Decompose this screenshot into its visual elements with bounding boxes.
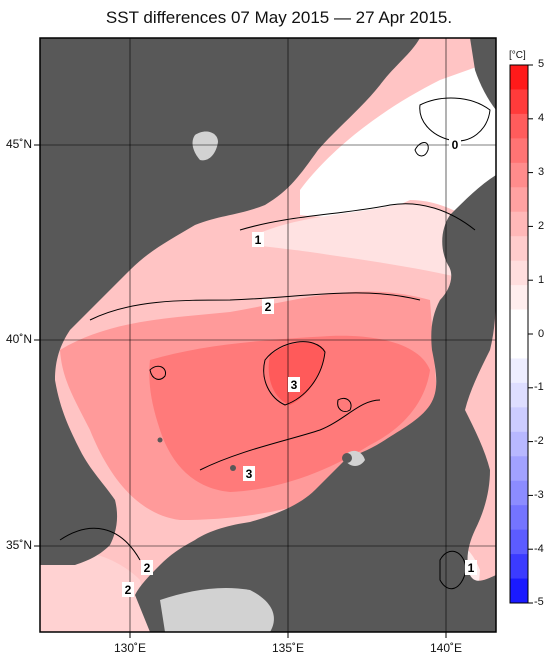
map-frame — [39, 37, 497, 633]
contour-label-2-south-b: 2 — [125, 583, 132, 597]
lon-label-135: 135˚E — [272, 641, 305, 655]
colorbar-tick-minus2: -2 — [534, 435, 544, 447]
lat-label-45: 45˚N — [6, 137, 33, 151]
colorbar-segment — [510, 236, 528, 262]
colorbar-segment — [510, 113, 528, 139]
land-japan — [135, 175, 496, 632]
no-data-inland-sea — [160, 588, 274, 632]
colorbar-segment — [510, 138, 528, 164]
colorbar-segment — [510, 456, 528, 482]
colorbar-tick-5: 5 — [538, 58, 545, 70]
contour-lines — [59, 97, 491, 590]
axis-ticks — [34, 144, 447, 638]
colorbar-segment — [510, 480, 528, 506]
colorbar-tick-2: 2 — [538, 220, 545, 232]
colorbar-tick-minus5: -5 — [534, 596, 544, 608]
lon-label-140: 140˚E — [430, 641, 463, 655]
colorbar-tick-1: 1 — [538, 274, 545, 286]
sea-zone-plus4 — [268, 342, 325, 405]
contour-label-3-center: 3 — [291, 378, 298, 392]
contour-0-a — [414, 142, 429, 157]
contour-0-b — [419, 97, 491, 142]
sea-zone-near-zero — [300, 60, 496, 240]
colorbar-segment — [510, 382, 528, 408]
colorbar-segment — [510, 431, 528, 457]
colorbar-segment — [510, 554, 528, 580]
contour-label-2-north: 2 — [265, 300, 272, 314]
contour-label-3-south: 3 — [246, 467, 253, 481]
map-title: SST differences 07 May 2015 — 27 Apr 201… — [105, 8, 453, 27]
contour-1-north — [239, 203, 476, 231]
contour-label-1-north: 1 — [255, 233, 262, 247]
colorbar-segment — [510, 334, 528, 359]
contour-label-0: 0 — [452, 138, 459, 152]
sea-zone-south — [40, 551, 150, 632]
no-data-lake — [192, 131, 218, 161]
contour-label-box — [252, 232, 264, 247]
sea-zone-plus3 — [149, 335, 431, 492]
colorbar-segment — [510, 187, 528, 213]
contour-label-box — [141, 560, 153, 575]
island-sado — [342, 453, 352, 463]
colorbar-segment — [510, 309, 528, 335]
colorbar-segment — [510, 505, 528, 531]
colorbar-tick-3: 3 — [538, 166, 545, 178]
colorbar-segment — [510, 260, 528, 286]
sea-zone-light — [255, 204, 480, 280]
contour-3-south — [199, 399, 381, 471]
colorbar-tick-4: 4 — [538, 112, 545, 124]
contour-label-box — [243, 466, 255, 481]
colorbar-segment — [510, 65, 528, 90]
colorbar-segment — [510, 358, 528, 384]
contour-2-south — [59, 527, 141, 561]
contour-3-center — [263, 341, 326, 406]
contour-label-2-south-a: 2 — [144, 561, 151, 575]
colorbar-segment — [510, 211, 528, 237]
contour-2-north — [89, 292, 421, 321]
contour-label-box — [262, 299, 274, 314]
colorbar-frame — [509, 64, 529, 604]
lat-label-35: 35˚N — [6, 538, 33, 552]
colorbar-tick-minus1: -1 — [534, 381, 544, 393]
colorbar — [510, 64, 533, 604]
colorbar-segment — [510, 578, 528, 604]
island-oki — [230, 465, 236, 471]
contour-labels: 0 1 2 3 3 2 2 1 — [122, 137, 477, 597]
contour-label-box — [449, 137, 461, 152]
colorbar-segment — [510, 89, 528, 115]
contour-small-b — [337, 397, 352, 413]
lon-label-130: 130˚E — [114, 641, 147, 655]
land-mainland-asia — [40, 38, 420, 565]
colorbar-tick-minus3: -3 — [534, 489, 544, 501]
contour-label-1-pacific: 1 — [468, 561, 475, 575]
contour-small-a — [149, 365, 167, 380]
colorbar-segment — [510, 162, 528, 188]
colorbar-segment — [510, 285, 528, 311]
colorbar-tick-0: 0 — [538, 328, 545, 340]
colorbar-segment — [510, 407, 528, 433]
island-ulleung — [157, 437, 163, 443]
lat-label-40: 40˚N — [6, 332, 33, 346]
contour-label-box — [465, 560, 477, 575]
colorbar-unit: [°C] — [509, 50, 526, 61]
land-sakhalin — [470, 38, 496, 110]
contour-label-box — [122, 582, 134, 597]
graticule — [40, 38, 496, 632]
contour-label-box — [288, 377, 300, 392]
colorbar-segment — [510, 529, 528, 555]
colorbar-tick-minus4: -4 — [534, 543, 544, 555]
